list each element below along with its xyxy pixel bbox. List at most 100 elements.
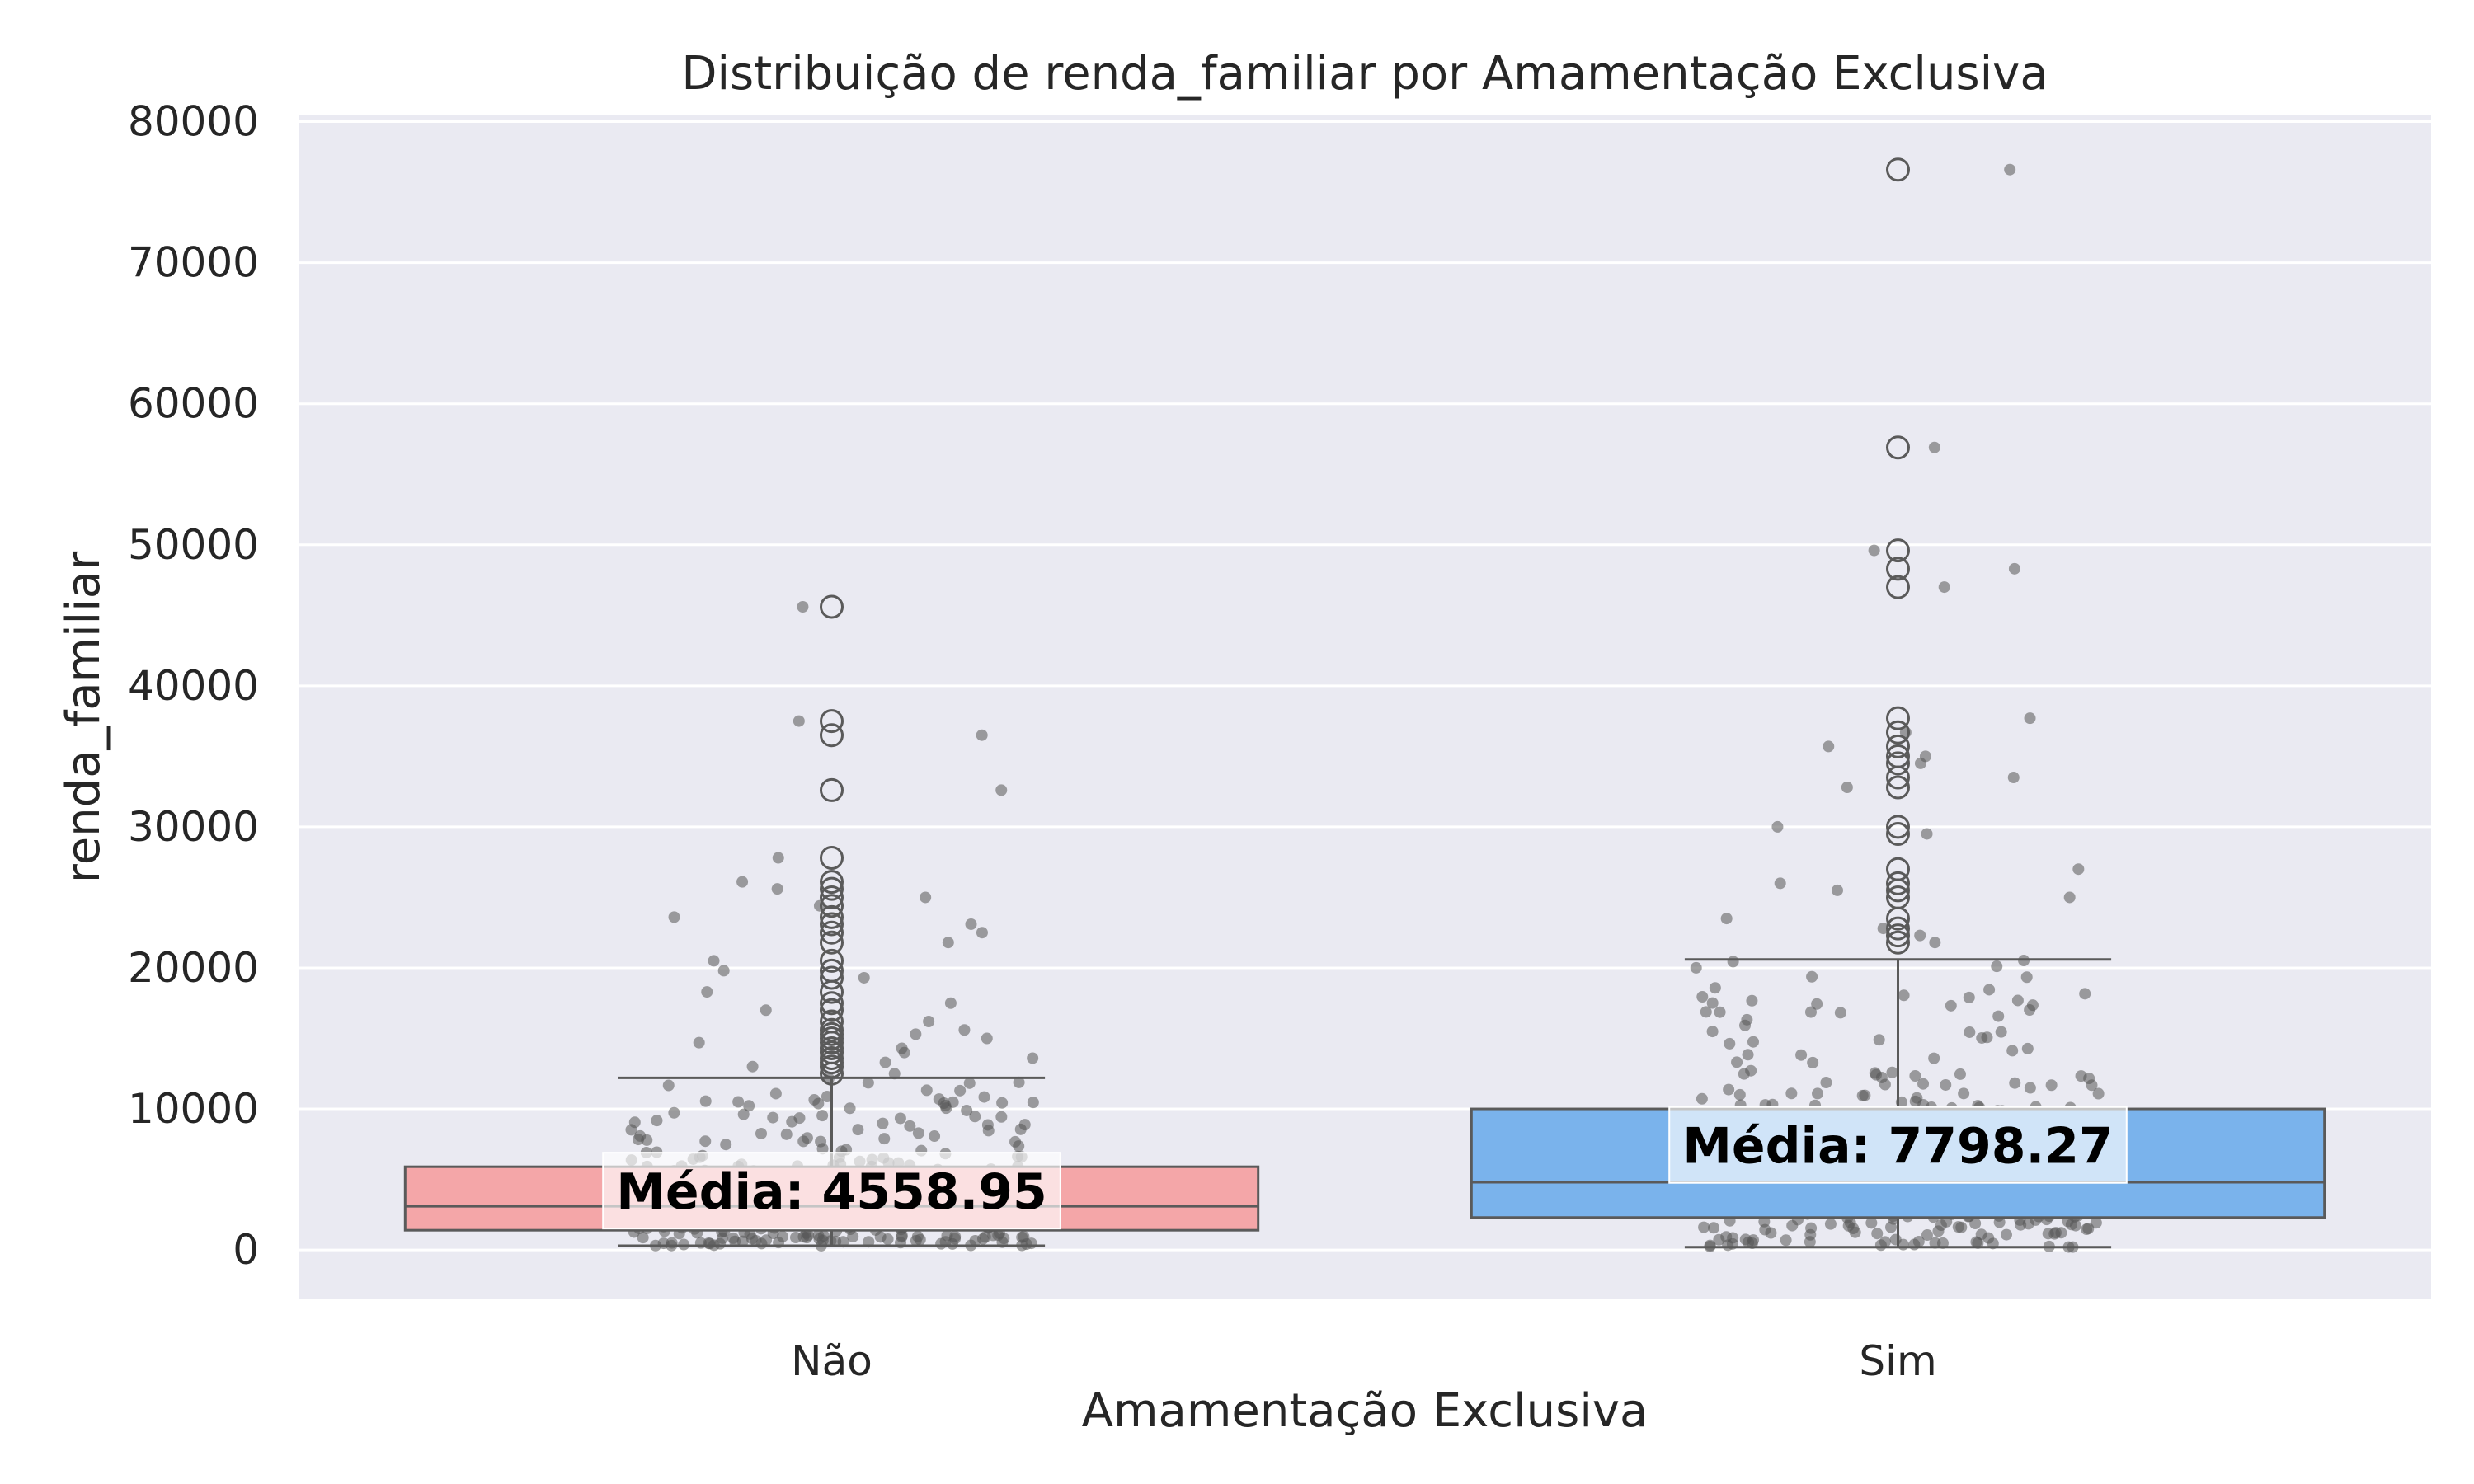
outlier-point [820, 948, 844, 973]
strip-point [2021, 1042, 2034, 1054]
outlier-point [1886, 857, 1910, 881]
strip-point [888, 1068, 901, 1080]
mean-label-background [1668, 1106, 2128, 1184]
strip-point [1013, 1076, 1025, 1088]
strip-point [821, 1091, 833, 1103]
strip-point [2008, 562, 2020, 575]
outlier-point [1886, 871, 1910, 895]
y-tick-label: 50000 [128, 521, 259, 569]
strip-point [2004, 163, 2016, 176]
strip-point [1964, 1026, 1976, 1038]
x-tick-label: Não [791, 1337, 872, 1385]
strip-point [1747, 1036, 1759, 1048]
outlier-point [1886, 706, 1910, 730]
strip-point [1758, 1215, 1771, 1228]
strip-point [769, 1087, 782, 1100]
strip-point [904, 1120, 916, 1132]
strip-point [1914, 929, 1926, 942]
strip-point [2063, 891, 2076, 904]
strip-point [1908, 1238, 1921, 1251]
y-tick-label: 80000 [128, 98, 259, 146]
strip-point [2024, 1082, 2036, 1094]
outlier-point [820, 1036, 844, 1060]
outlier-point [820, 1009, 844, 1034]
strip-point [1746, 994, 1758, 1007]
strip-point [699, 1095, 712, 1107]
strip-point [858, 971, 870, 984]
strip-point [1742, 1049, 1754, 1061]
outlier-point [1886, 751, 1910, 776]
strip-point [1877, 923, 1889, 935]
strip-point [978, 1091, 990, 1103]
strip-point [662, 1079, 675, 1092]
strip-point [954, 1084, 967, 1097]
strip-point [1774, 877, 1786, 890]
strip-point [1708, 1222, 1720, 1234]
strip-point [1871, 1228, 1884, 1240]
strip-point [1975, 1228, 1987, 1241]
strip-point [1700, 1006, 1712, 1018]
strip-point [1741, 1013, 1753, 1026]
strip-point [743, 1100, 755, 1112]
strip-point [1873, 1034, 1885, 1046]
strip-point [1804, 1236, 1816, 1248]
strip-point [1983, 984, 1996, 996]
strip-point [1879, 1078, 1891, 1091]
strip-point [1696, 991, 1709, 1003]
outlier-point [820, 904, 844, 929]
strip-point [912, 1127, 924, 1139]
outlier-point [820, 876, 844, 901]
strip-point [708, 955, 720, 967]
strip-point [1856, 1089, 1869, 1101]
strip-point [1727, 956, 1739, 968]
strip-point [813, 1233, 825, 1245]
y-tick-labels: 0 10000 20000 30000 40000 50000 60000 70000 8000… [128, 98, 259, 1275]
strip-point [896, 1042, 908, 1054]
y-axis-title: renda_familiar [57, 551, 111, 883]
outlier-point [1886, 923, 1910, 948]
strip-point [2007, 772, 2020, 784]
strip-point [745, 1233, 758, 1245]
strip-point [1804, 1006, 1817, 1018]
strip-point [1958, 1087, 1970, 1100]
strip-point [727, 1232, 740, 1244]
strip-point [2011, 994, 2024, 1007]
strip-point [1009, 1135, 1022, 1148]
strip-point [2000, 1228, 2012, 1241]
y-tick-label: 40000 [128, 662, 259, 710]
y-tick-label: 20000 [128, 944, 259, 992]
strip-point [815, 1135, 827, 1148]
strip-point [1690, 961, 1702, 974]
strip-point [852, 1124, 864, 1136]
strip-point [1940, 1215, 1953, 1228]
outlier-point [820, 920, 844, 945]
strip-point [1027, 1097, 1039, 1109]
strip-point [987, 1229, 999, 1242]
strip-point [2090, 1217, 2102, 1229]
strip-point [625, 1124, 637, 1136]
strip-point [651, 1115, 663, 1127]
strip-point [1795, 1049, 1808, 1061]
strip-point [1868, 544, 1880, 556]
strip-point [1928, 441, 1940, 453]
strip-point [693, 1036, 705, 1049]
outlier-point [1886, 435, 1910, 460]
strip-point [1929, 937, 1941, 949]
strip-point [976, 729, 988, 741]
strip-point [1786, 1219, 1799, 1232]
strip-point [1909, 1070, 1921, 1082]
strip-point [1834, 1007, 1846, 1019]
strip-point [767, 1111, 779, 1124]
strip-point [694, 1237, 707, 1249]
strip-point [1723, 1083, 1735, 1096]
x-tick-label: Sim [1859, 1337, 1936, 1385]
strip-point [874, 1231, 887, 1243]
outlier-point [1886, 916, 1910, 941]
outlier-point [820, 998, 844, 1022]
strip-point [760, 1004, 772, 1017]
strip-point [1945, 999, 1957, 1012]
strip-point [1995, 1026, 2007, 1038]
strip-point [1027, 1052, 1039, 1064]
outlier-point [1886, 930, 1910, 955]
